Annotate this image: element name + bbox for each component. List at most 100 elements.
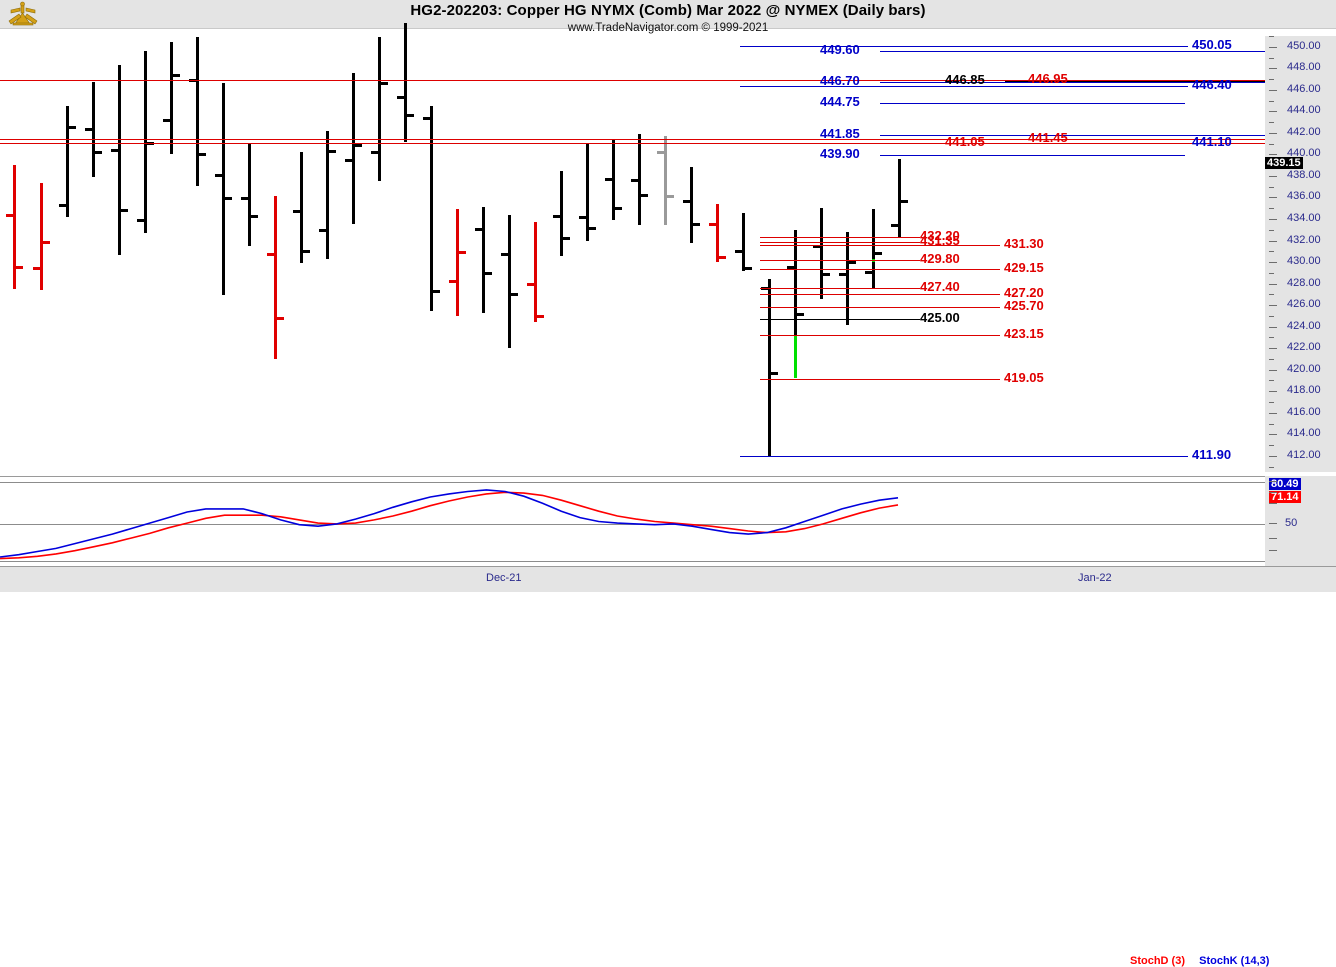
ohlc-bar <box>13 165 16 289</box>
ohlc-close-tick <box>875 252 882 256</box>
price-minor-tick <box>1269 143 1274 145</box>
price-level-label: 446.70 <box>820 73 860 89</box>
ohlc-bar <box>378 37 381 182</box>
stoch-d-value-badge: 71.14 <box>1269 491 1301 503</box>
ohlc-bar <box>664 136 667 226</box>
price-minor-tick <box>1269 466 1274 468</box>
price-level-label: 446.95 <box>1028 70 1068 86</box>
price-level-label: 425.70 <box>1004 297 1044 313</box>
ohlc-bar <box>248 143 251 246</box>
price-axis-tick: 420.00 <box>1287 362 1321 375</box>
price-level-line <box>760 259 920 261</box>
ohlc-bar <box>92 82 95 178</box>
ohlc-bar <box>144 51 147 233</box>
stochastic-panel[interactable]: StochD (3) StochK (14,3) <box>0 476 1269 967</box>
price-minor-tick <box>1269 36 1274 37</box>
price-axis-tick: 444.00 <box>1287 104 1321 117</box>
ohlc-open-tick <box>735 250 742 254</box>
ohlc-open-tick <box>59 203 66 207</box>
price-tick-mark <box>1269 412 1277 414</box>
ohlc-open-tick <box>371 151 378 155</box>
ohlc-bar <box>170 42 173 155</box>
ohlc-bar <box>40 183 43 291</box>
price-level-label: 423.15 <box>1004 325 1044 341</box>
price-level-label: 441.05 <box>945 134 985 150</box>
price-minor-tick <box>1269 294 1274 296</box>
ohlc-open-tick <box>787 266 794 270</box>
ohlc-open-tick <box>267 253 274 257</box>
price-axis-tick: 428.00 <box>1287 276 1321 289</box>
ohlc-bar <box>274 196 277 359</box>
page-title: HG2-202203: Copper HG NYMX (Comb) Mar 20… <box>410 2 926 19</box>
ohlc-open-tick <box>839 272 846 276</box>
price-level-label: 411.90 <box>1192 447 1232 463</box>
price-axis-tick: 448.00 <box>1287 61 1321 74</box>
price-chart-panel[interactable]: 449.60 450.05 446.70 446.40 446.85 446.95 444.… <box>0 23 1266 507</box>
ohlc-close-tick <box>69 126 76 130</box>
price-tick-mark <box>1269 283 1277 285</box>
price-level-line <box>880 82 1265 84</box>
stoch-tick-mark <box>1269 481 1277 482</box>
price-axis[interactable]: 450.00 448.00 446.00 444.00 442.00 440.00 438.… <box>1265 36 1336 472</box>
stoch-k-line <box>0 489 899 558</box>
ohlc-open-tick <box>709 223 716 227</box>
price-level-label: 429.80 <box>920 250 960 266</box>
ohlc-open-tick <box>449 280 456 284</box>
ohlc-bar <box>66 105 69 217</box>
stochastic-axis[interactable]: 80.49 71.14 50 <box>1265 476 1336 566</box>
ohlc-bar <box>794 229 797 354</box>
ohlc-close-tick <box>511 293 518 297</box>
ohlc-open-tick <box>579 215 586 219</box>
price-axis-tick: 416.00 <box>1287 405 1321 418</box>
ohlc-close-tick <box>381 82 388 86</box>
ohlc-close-tick <box>771 371 778 375</box>
chart-subtitle: www.TradeNavigator.com © 1999-2021 <box>567 22 769 34</box>
price-axis-tick: 438.00 <box>1287 168 1321 181</box>
current-price-badge: 439.15 <box>1265 156 1303 169</box>
price-minor-tick <box>1269 402 1274 404</box>
ohlc-bar <box>768 279 771 457</box>
price-level-label: 444.75 <box>820 94 860 110</box>
ohlc-open-tick <box>891 224 898 228</box>
ohlc-bar <box>508 214 511 349</box>
stoch-tick-mark <box>1269 503 1277 504</box>
price-tick-mark <box>1269 219 1277 220</box>
price-level-label: 432.20 <box>920 228 960 244</box>
price-level-labels: 449.60 450.05 446.70 446.40 446.85 446.95 444.… <box>0 36 1265 472</box>
price-tick-mark <box>1269 46 1277 48</box>
ohlc-bar <box>898 158 901 239</box>
price-level-line <box>880 155 1185 157</box>
price-axis-tick: 446.00 <box>1287 82 1321 95</box>
price-tick-mark <box>1269 455 1277 457</box>
price-level-line <box>0 79 1265 81</box>
price-level-label: 427.40 <box>920 278 960 294</box>
price-minor-tick <box>1269 208 1274 210</box>
price-minor-tick <box>1269 57 1274 59</box>
price-level-label: 419.05 <box>1004 369 1044 385</box>
ohlc-plot-area <box>0 23 1265 472</box>
price-axis-tick: 422.00 <box>1287 341 1321 354</box>
price-level-label: 427.20 <box>1004 284 1044 300</box>
price-level-line <box>760 334 1000 336</box>
price-axis-tick: 432.00 <box>1287 233 1321 246</box>
price-level-label: 431.30 <box>1004 236 1044 252</box>
ohlc-open-tick <box>527 282 534 286</box>
ohlc-bar <box>300 152 303 264</box>
ohlc-close-tick <box>95 151 102 155</box>
price-minor-tick <box>1269 229 1274 231</box>
price-level-line <box>740 85 1188 87</box>
stoch-gridline-top <box>0 482 1265 483</box>
price-minor-tick <box>1269 272 1274 274</box>
price-axis-tick: 450.00 <box>1287 39 1321 52</box>
price-level-line <box>880 134 1265 136</box>
price-level-line <box>760 237 920 239</box>
price-tick-mark <box>1269 434 1277 436</box>
price-level-line <box>760 287 920 289</box>
highlighted-bar-segment <box>794 335 797 379</box>
price-level-label: 449.60 <box>820 42 860 58</box>
ohlc-open-tick <box>345 158 352 162</box>
ohlc-close-tick <box>823 272 830 276</box>
ohlc-open-tick <box>397 96 404 100</box>
price-level-lines <box>0 36 1265 472</box>
ohlc-open-tick <box>137 219 144 222</box>
